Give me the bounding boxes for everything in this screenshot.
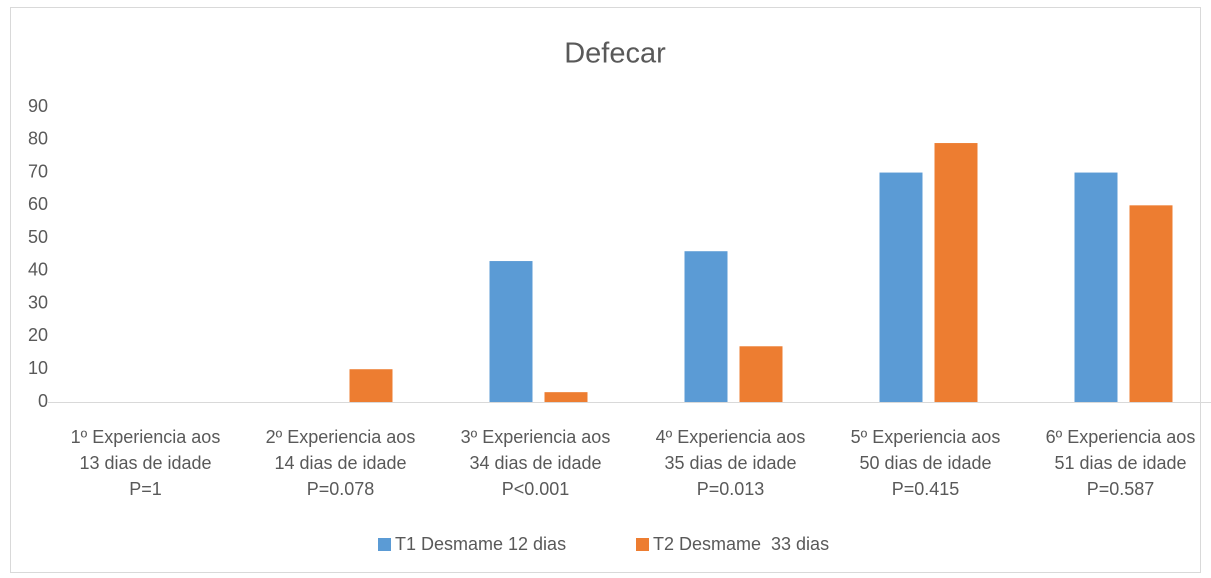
y-tick-label: 40 xyxy=(28,260,48,280)
y-tick-label: 10 xyxy=(28,358,48,378)
x-tick-label: 13 dias de idade xyxy=(79,453,211,473)
x-tick-label: 3º Experiencia aos xyxy=(461,427,611,447)
y-tick-label: 0 xyxy=(38,391,48,411)
legend-swatch xyxy=(378,538,391,551)
bar xyxy=(349,369,393,402)
x-tick-label: 50 dias de idade xyxy=(859,453,991,473)
legend-label: T1 Desmame 12 dias xyxy=(395,534,566,554)
chart-border xyxy=(10,7,1201,573)
x-tick-label: 2º Experiencia aos xyxy=(266,427,416,447)
x-tick-label: P=0.415 xyxy=(892,479,960,499)
x-tick-label: 1º Experiencia aos xyxy=(71,427,221,447)
bar xyxy=(879,172,923,402)
y-tick-label: 80 xyxy=(28,129,48,149)
x-tick-label: P=0.078 xyxy=(307,479,375,499)
bar xyxy=(544,392,588,402)
bar xyxy=(684,251,728,402)
y-tick-label: 20 xyxy=(28,325,48,345)
bar xyxy=(739,346,783,402)
x-tick-label: P=1 xyxy=(129,479,162,499)
x-tick-label: P<0.001 xyxy=(502,479,570,499)
x-tick-label: P=0.587 xyxy=(1087,479,1155,499)
y-tick-label: 30 xyxy=(28,292,48,312)
bar xyxy=(1074,172,1118,402)
x-tick-label: 34 dias de idade xyxy=(469,453,601,473)
x-tick-label: 5º Experiencia aos xyxy=(851,427,1001,447)
x-tick-label: P=0.013 xyxy=(697,479,765,499)
y-tick-label: 60 xyxy=(28,194,48,214)
x-tick-label: 14 dias de idade xyxy=(274,453,406,473)
legend-swatch xyxy=(636,538,649,551)
bar xyxy=(934,143,978,403)
chart-title: Defecar xyxy=(564,38,666,70)
bar xyxy=(489,261,533,402)
x-tick-label: 4º Experiencia aos xyxy=(656,427,806,447)
y-tick-label: 50 xyxy=(28,227,48,247)
bar xyxy=(1129,205,1173,402)
x-tick-label: 51 dias de idade xyxy=(1054,453,1186,473)
y-tick-label: 70 xyxy=(28,161,48,181)
y-tick-label: 90 xyxy=(28,96,48,116)
legend-label: T2 Desmame 33 dias xyxy=(653,534,829,554)
x-tick-label: 6º Experiencia aos xyxy=(1046,427,1196,447)
x-tick-label: 35 dias de idade xyxy=(664,453,796,473)
